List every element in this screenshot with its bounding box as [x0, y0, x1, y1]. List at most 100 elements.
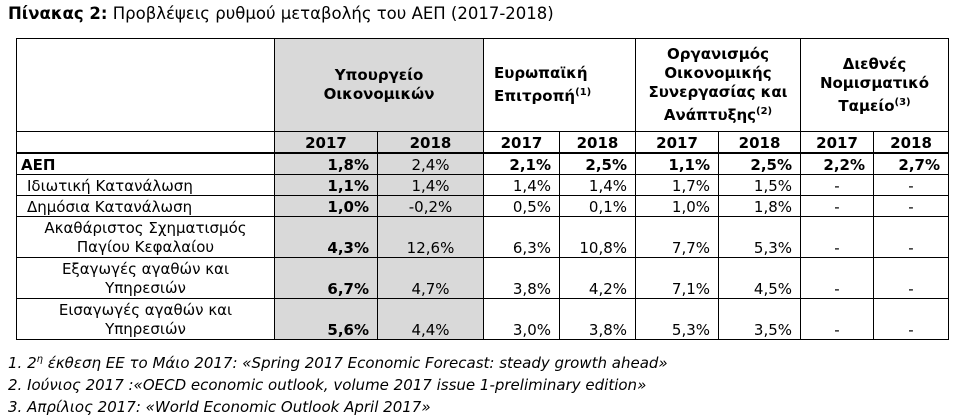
- value-cell: 1,0%: [635, 195, 720, 217]
- value-cell: 4,7%: [377, 257, 484, 299]
- row-label-line: Εξαγωγές αγαθών και: [61, 260, 230, 278]
- row-label: Ακαθάριστος Σχηματισμός Παγίου Κεφαλαίου: [16, 216, 275, 258]
- group-header-oecd: Οργανισμός Οικονομικής Συνεργασίας και Α…: [635, 38, 802, 132]
- value-cell: 4,3%: [274, 216, 378, 258]
- footnote-1-superscript: η: [36, 354, 43, 365]
- row-label: Δημόσια Κατανάλωση: [16, 195, 275, 217]
- group-line: Συνεργασίας και: [648, 83, 788, 101]
- forecast-table: Υπουργείο Οικονομικών Ευρωπαϊκή Επιτροπή…: [16, 38, 950, 340]
- value-cell: 12,6%: [377, 216, 484, 258]
- row-label-line: Παγίου Κεφαλαίου: [76, 238, 215, 256]
- value-cell: 1,8%: [718, 195, 802, 217]
- value-cell: 2,1%: [483, 152, 560, 175]
- group-line-text: Ανάπτυξης: [663, 106, 757, 124]
- value-cell: 2,5%: [558, 152, 637, 175]
- group-line: Οικονομικών: [323, 85, 435, 103]
- row-label-line: Ακαθάριστος Σχηματισμός: [44, 219, 247, 237]
- table-row-private-consumption: Ιδιωτική Κατανάλωση 1,1% 1,4% 1,4% 1,4% …: [16, 174, 950, 196]
- value-cell: -: [800, 195, 875, 217]
- value-cell: 4,5%: [718, 257, 802, 299]
- value-cell: -: [873, 174, 950, 196]
- value-cell: 1,5%: [718, 174, 802, 196]
- footnote-1: 1. 2η έκθεση ΕΕ το Μάιο 2017: «Spring 20…: [8, 349, 668, 374]
- row-label-line: Υπηρεσιών: [105, 279, 186, 297]
- value-cell: 0,1%: [558, 195, 637, 217]
- footnote-3: 3. Απρίλιος 2017: «World Economic Outloo…: [8, 398, 431, 416]
- table-row-imports: Εισαγωγές αγαθών και Υπηρεσιών 5,6% 4,4%…: [16, 298, 950, 340]
- group-line-text: Ταμείο: [838, 96, 895, 115]
- table-title-prefix: Πίνακας 2:: [8, 4, 108, 23]
- value-cell: 2,5%: [718, 152, 802, 175]
- table-row-exports: Εξαγωγές αγαθών και Υπηρεσιών 6,7% 4,7% …: [16, 257, 950, 299]
- year-header: 2018: [377, 131, 484, 154]
- value-cell: 1,8%: [274, 152, 378, 175]
- table-row-gross-fixed-capital-formation: Ακαθάριστος Σχηματισμός Παγίου Κεφαλαίου…: [16, 216, 950, 258]
- year-header: 2017: [800, 131, 875, 154]
- year-header: 2018: [718, 131, 802, 154]
- corner-cell: [16, 38, 275, 132]
- value-cell: 3,8%: [483, 257, 560, 299]
- value-cell: -: [800, 174, 875, 196]
- table-row-gdp: ΑΕΠ 1,8% 2,4% 2,1% 2,5% 1,1% 2,5% 2,2% 2…: [16, 152, 950, 175]
- row-label-line: Υπηρεσιών: [105, 320, 186, 338]
- group-line: Ανάπτυξης(2): [640, 102, 796, 125]
- group-header-imf: Διεθνές Νομισματικό Ταμείο(3): [800, 38, 950, 132]
- value-cell: -: [800, 257, 875, 299]
- value-cell: 6,3%: [483, 216, 560, 258]
- value-cell: 10,8%: [558, 216, 637, 258]
- value-cell: 3,8%: [558, 298, 637, 340]
- value-cell: 5,6%: [274, 298, 378, 340]
- value-cell: 6,7%: [274, 257, 378, 299]
- value-cell: 1,4%: [377, 174, 484, 196]
- row-label-line: Εισαγωγές αγαθών και: [58, 301, 233, 319]
- value-cell: 5,3%: [718, 216, 802, 258]
- value-cell: -: [800, 216, 875, 258]
- value-cell: -: [873, 257, 950, 299]
- row-label: ΑΕΠ: [16, 152, 275, 175]
- value-cell: 1,4%: [483, 174, 560, 196]
- year-header: 2018: [558, 131, 637, 154]
- year-header: 2017: [483, 131, 560, 154]
- group-line: Οικονομικής: [664, 64, 772, 82]
- value-cell: 1,1%: [635, 152, 720, 175]
- value-cell: 1,4%: [558, 174, 637, 196]
- value-cell: 4,4%: [377, 298, 484, 340]
- footnotes: 1. 2η έκθεση ΕΕ το Μάιο 2017: «Spring 20…: [8, 349, 668, 418]
- value-cell: 2,4%: [377, 152, 484, 175]
- group-line-text: Επιτροπή: [494, 87, 576, 105]
- value-cell: 1,1%: [274, 174, 378, 196]
- value-cell: 5,3%: [635, 298, 720, 340]
- footnote-marker: (3): [894, 96, 911, 108]
- footnote-2: 2. Ιούνιος 2017 :«OECD economic outlook,…: [8, 376, 647, 394]
- value-cell: -: [873, 195, 950, 217]
- table-title-text: Προβλέψεις ρυθμού μεταβολής του ΑΕΠ (201…: [112, 4, 554, 23]
- group-header-row: Υπουργείο Οικονομικών Ευρωπαϊκή Επιτροπή…: [16, 38, 950, 132]
- group-line: Διεθνές: [842, 54, 907, 73]
- group-header-european-commission: Ευρωπαϊκή Επιτροπή(1): [482, 38, 637, 132]
- value-cell: 1,7%: [635, 174, 720, 196]
- value-cell: 3,0%: [483, 298, 560, 340]
- group-line: Επιτροπή(1): [494, 83, 631, 106]
- row-label: Εισαγωγές αγαθών και Υπηρεσιών: [16, 298, 275, 340]
- value-cell: 0,5%: [483, 195, 560, 217]
- value-cell: -: [800, 298, 875, 340]
- group-line: Ευρωπαϊκή: [494, 64, 588, 82]
- group-header-finance-ministry: Υπουργείο Οικονομικών: [274, 38, 484, 132]
- value-cell: 2,2%: [800, 152, 875, 175]
- row-label: Εξαγωγές αγαθών και Υπηρεσιών: [16, 257, 275, 299]
- value-cell: -: [873, 298, 950, 340]
- year-header: 2018: [873, 131, 950, 154]
- value-cell: 4,2%: [558, 257, 637, 299]
- footnote-1-text: έκθεση ΕΕ το Μάιο 2017: «Spring 2017 Eco…: [42, 354, 668, 372]
- footnote-marker: (1): [575, 87, 592, 98]
- value-cell: -0,2%: [377, 195, 484, 217]
- value-cell: 2,7%: [873, 152, 950, 175]
- group-line: Οργανισμός: [667, 45, 770, 63]
- group-line: Νομισματικό: [819, 73, 930, 92]
- value-cell: 1,0%: [274, 195, 378, 217]
- year-header-row: 2017 2018 2017 2018 2017 2018 2017 2018: [16, 131, 950, 154]
- year-header: 2017: [635, 131, 720, 154]
- table-title: Πίνακας 2: Προβλέψεις ρυθμού μεταβολής τ…: [8, 4, 554, 23]
- value-cell: 7,7%: [635, 216, 720, 258]
- value-cell: 7,1%: [635, 257, 720, 299]
